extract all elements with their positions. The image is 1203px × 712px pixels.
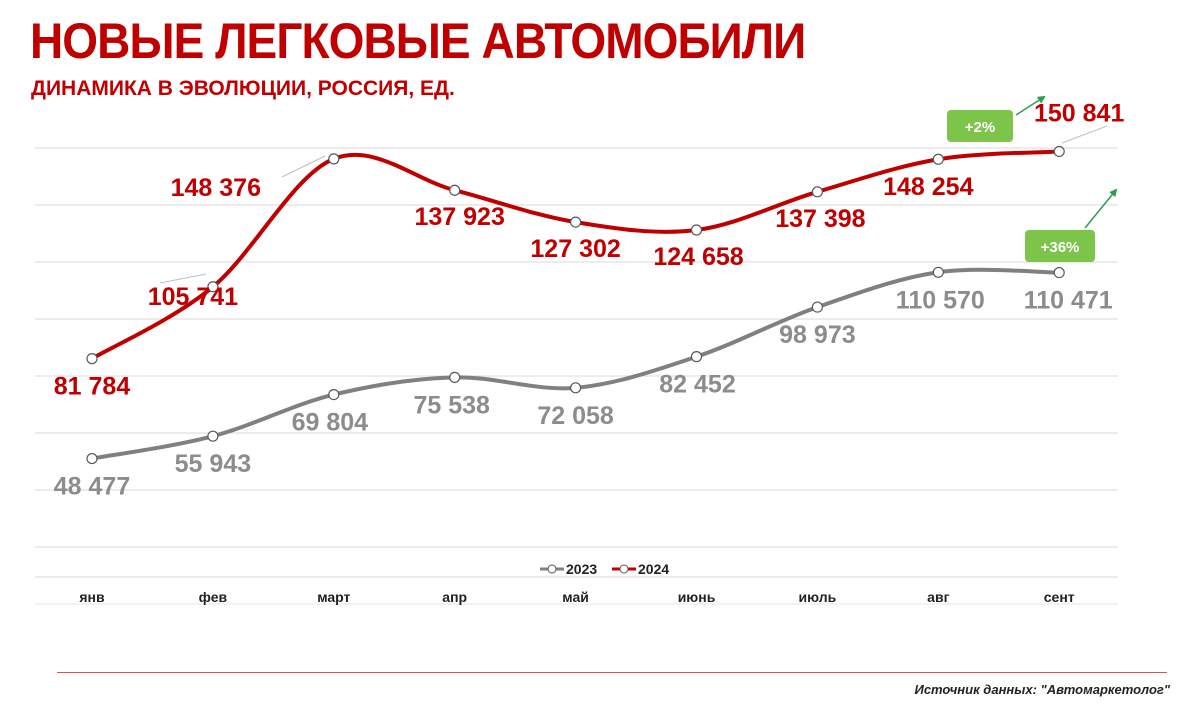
label-leader-line — [159, 273, 207, 284]
legend-marker-2023 — [547, 564, 557, 574]
chart-title: НОВЫЕ ЛЕГКОВЫЕ АВТОМОБИЛИ — [30, 13, 806, 69]
label-leader-line — [281, 155, 326, 178]
growth-badge — [947, 110, 1013, 142]
x-tick-label: март — [317, 589, 350, 605]
x-tick-label: апр — [442, 589, 467, 605]
data-label-2024: 150 841 — [1034, 99, 1124, 127]
data-label-2024: 124 658 — [653, 243, 743, 271]
growth-arrow-icon — [1084, 188, 1118, 229]
data-label-2024: 105 741 — [148, 283, 238, 311]
legend-label-2023: 2023 — [566, 561, 597, 577]
data-point-2023 — [86, 452, 98, 465]
data-label-2023: 82 452 — [659, 371, 735, 399]
data-point-2024 — [690, 224, 703, 236]
chart-subtitle: ДИНАМИКА В ЭВОЛЮЦИИ, РОССИЯ, ЕД. — [31, 77, 455, 100]
data-point-2023 — [569, 382, 582, 394]
data-point-2023 — [207, 430, 219, 442]
data-point-2023 — [690, 351, 703, 363]
data-label-2023: 75 538 — [413, 391, 490, 419]
data-label-2023: 72 058 — [537, 402, 614, 430]
data-point-2024 — [86, 353, 98, 365]
data-point-2024 — [328, 153, 340, 165]
data-label-2023: 48 477 — [54, 473, 130, 501]
growth-badge-label: +2% — [965, 119, 995, 136]
x-tick-label: фев — [199, 589, 228, 605]
data-label-2024: 148 254 — [883, 173, 973, 201]
data-point-2024 — [449, 184, 461, 196]
data-label-2023: 55 943 — [175, 450, 251, 478]
label-leader-line — [1061, 125, 1108, 144]
legend-label-2024: 2024 — [638, 561, 669, 577]
footer-divider — [57, 672, 1167, 673]
growth-arrow-icon — [1015, 95, 1046, 116]
data-point-2024 — [207, 281, 219, 293]
x-tick-label: июнь — [678, 589, 716, 605]
data-label-2024: 81 784 — [54, 373, 131, 401]
data-label-2024: 127 302 — [530, 235, 620, 263]
data-label-2024: 137 923 — [415, 203, 505, 231]
data-point-2024 — [569, 216, 582, 228]
data-point-2023 — [449, 371, 461, 383]
x-tick-label: сент — [1044, 589, 1075, 605]
legend-marker-2024 — [619, 564, 629, 574]
data-label-2023: 69 804 — [292, 409, 369, 437]
data-point-2023 — [1053, 266, 1065, 279]
source-note: Источник данных: "Автомаркетолог" — [914, 682, 1170, 697]
x-tick-label: июль — [799, 589, 837, 605]
data-label-2023: 110 471 — [1024, 287, 1113, 315]
data-label-2024: 148 376 — [171, 174, 261, 202]
data-label-2023: 110 570 — [896, 286, 985, 314]
data-point-2023 — [811, 301, 824, 313]
data-point-2024 — [811, 186, 824, 198]
data-point-2023 — [932, 266, 944, 278]
x-tick-label: май — [562, 589, 589, 605]
growth-badge — [1025, 230, 1095, 262]
data-point-2024 — [932, 153, 944, 165]
x-tick-label: авг — [927, 589, 949, 605]
growth-badge-label: +36% — [1041, 239, 1080, 256]
x-tick-label: янв — [79, 589, 105, 605]
data-point-2023 — [328, 388, 340, 401]
data-point-2024 — [1053, 145, 1065, 158]
data-label-2024: 137 398 — [775, 205, 865, 233]
data-label-2023: 98 973 — [779, 321, 855, 349]
